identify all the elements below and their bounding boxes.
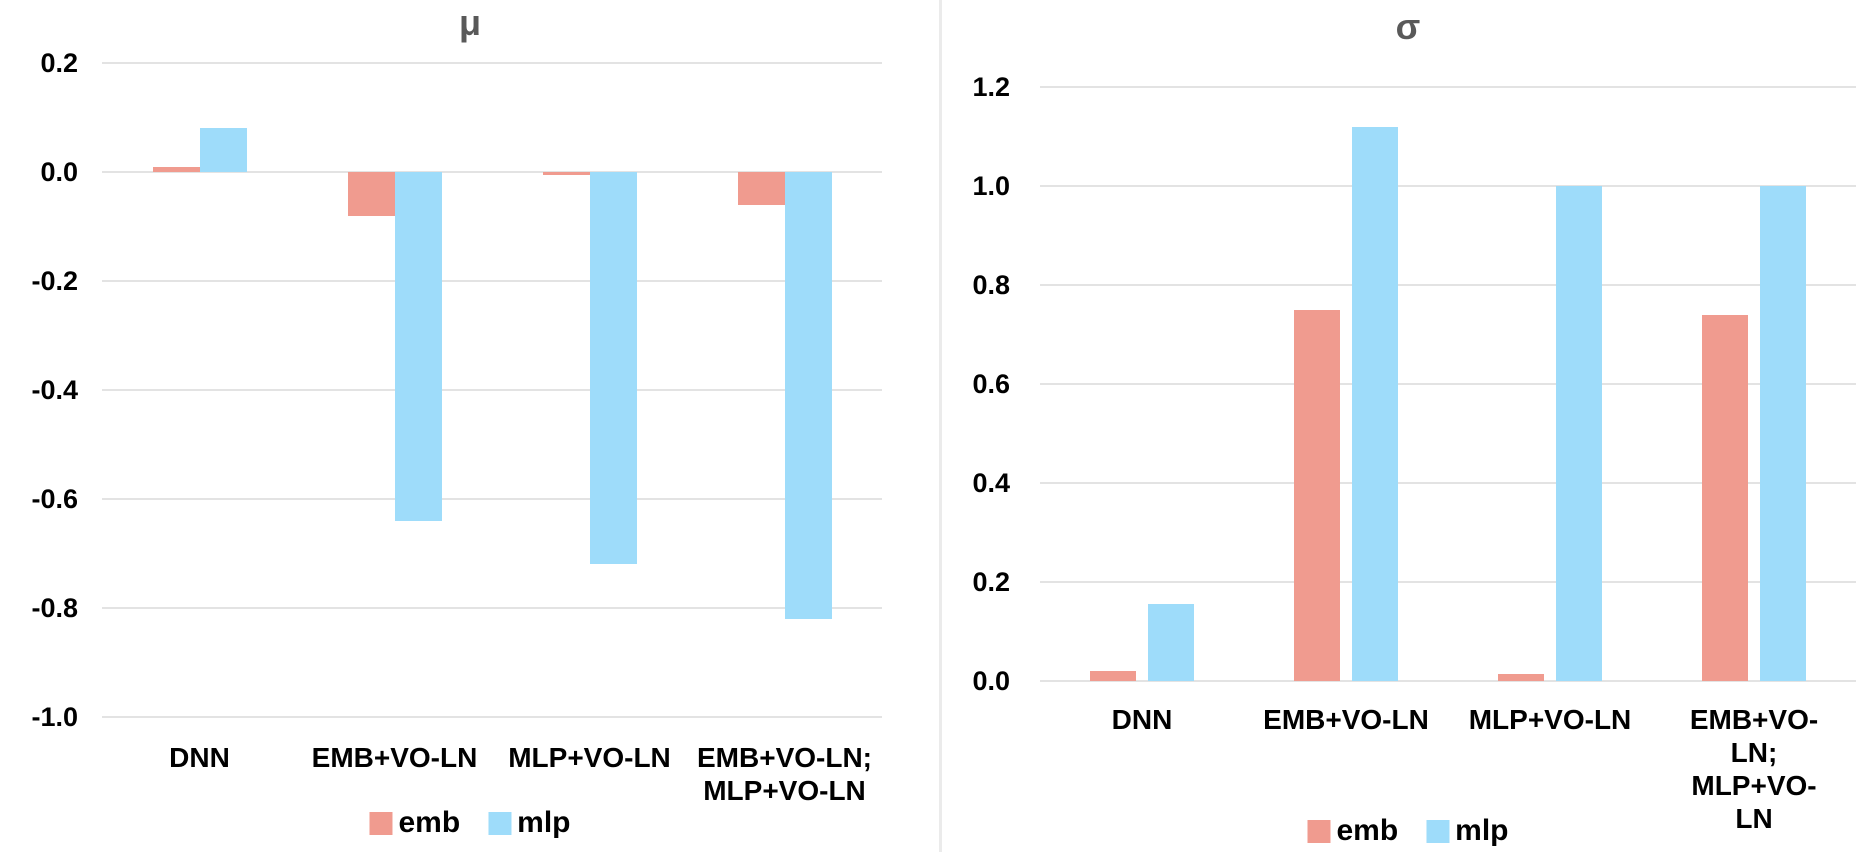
y-tick-label: 0.4	[972, 468, 1010, 498]
legend-item-emb: emb	[1307, 814, 1398, 848]
bar-mlp	[589, 172, 637, 565]
bar-mlp	[394, 172, 442, 521]
bar-mlp	[1148, 604, 1194, 681]
bar-emb	[542, 172, 590, 175]
y-tick-label: -0.8	[31, 593, 78, 623]
legend-swatch-mlp	[1426, 819, 1450, 843]
x-category-label: DNN	[1111, 704, 1173, 735]
legend-item-emb: emb	[369, 806, 460, 840]
gridline	[102, 607, 882, 609]
bar-emb	[1702, 314, 1748, 681]
bar-emb	[1090, 671, 1136, 681]
x-category-label: EMB+VO-LN; MLP+VO-LN	[1689, 704, 1819, 834]
x-category-label: EMB+VO-LN	[1263, 704, 1429, 735]
y-tick-label: 0.6	[972, 369, 1010, 399]
x-category-label: MLP+VO-LN	[1468, 704, 1632, 735]
chart-title: σ	[1395, 6, 1421, 47]
y-tick-label: -0.4	[31, 375, 78, 405]
legend-item-mlp: mlp	[1426, 814, 1509, 848]
bar-emb	[347, 172, 395, 216]
y-tick-label: 0.0	[972, 666, 1010, 696]
chart-title: μ	[458, 2, 482, 43]
bar-mlp	[1760, 186, 1806, 681]
x-category-label: EMB+VO-LN	[311, 742, 478, 773]
gridline	[1040, 383, 1856, 385]
gridline	[1040, 581, 1856, 583]
y-tick-label: -0.2	[31, 266, 78, 296]
y-tick-label: -1.0	[31, 702, 78, 732]
y-tick-label: 0.8	[972, 270, 1010, 300]
legend-swatch-mlp	[488, 811, 512, 835]
legend-label-mlp: mlp	[517, 806, 571, 839]
legend-label-emb: emb	[398, 806, 461, 839]
x-category-label: DNN	[169, 742, 230, 773]
gridline	[1040, 86, 1856, 88]
bar-mlp	[199, 128, 247, 172]
bar-emb	[152, 166, 200, 172]
gridline	[102, 716, 882, 718]
legend: emb mlp	[1307, 814, 1509, 848]
gridline	[102, 62, 882, 64]
legend-item-mlp: mlp	[488, 806, 571, 840]
gridline	[102, 171, 882, 173]
legend-swatch-emb	[1307, 819, 1331, 843]
legend-label-mlp: mlp	[1455, 814, 1509, 847]
gridline	[102, 389, 882, 391]
x-category-label: EMB+VO-LN; MLP+VO-LN	[697, 742, 872, 806]
bar-emb	[1498, 673, 1544, 681]
gridline	[1040, 284, 1856, 286]
legend-swatch-emb	[369, 811, 393, 835]
bar-mlp	[1556, 186, 1602, 681]
legend: emb mlp	[369, 806, 571, 840]
gridline	[1040, 482, 1856, 484]
gridline	[102, 498, 882, 500]
y-tick-label: 0.0	[40, 157, 78, 187]
y-tick-label: 1.2	[972, 72, 1010, 102]
bar-mlp	[1352, 126, 1398, 681]
x-category-label: MLP+VO-LN	[508, 742, 671, 773]
y-tick-label: 0.2	[972, 567, 1010, 597]
gridline	[102, 280, 882, 282]
bar-mlp	[784, 172, 832, 619]
panel-divider	[939, 0, 942, 852]
gridline	[1040, 185, 1856, 187]
y-tick-label: 1.0	[972, 171, 1010, 201]
gridline	[1040, 680, 1856, 682]
bar-emb	[737, 172, 785, 205]
y-tick-label: 0.2	[40, 48, 78, 78]
bar-emb	[1294, 309, 1340, 681]
y-tick-label: -0.6	[31, 484, 78, 514]
legend-label-emb: emb	[1336, 814, 1399, 847]
